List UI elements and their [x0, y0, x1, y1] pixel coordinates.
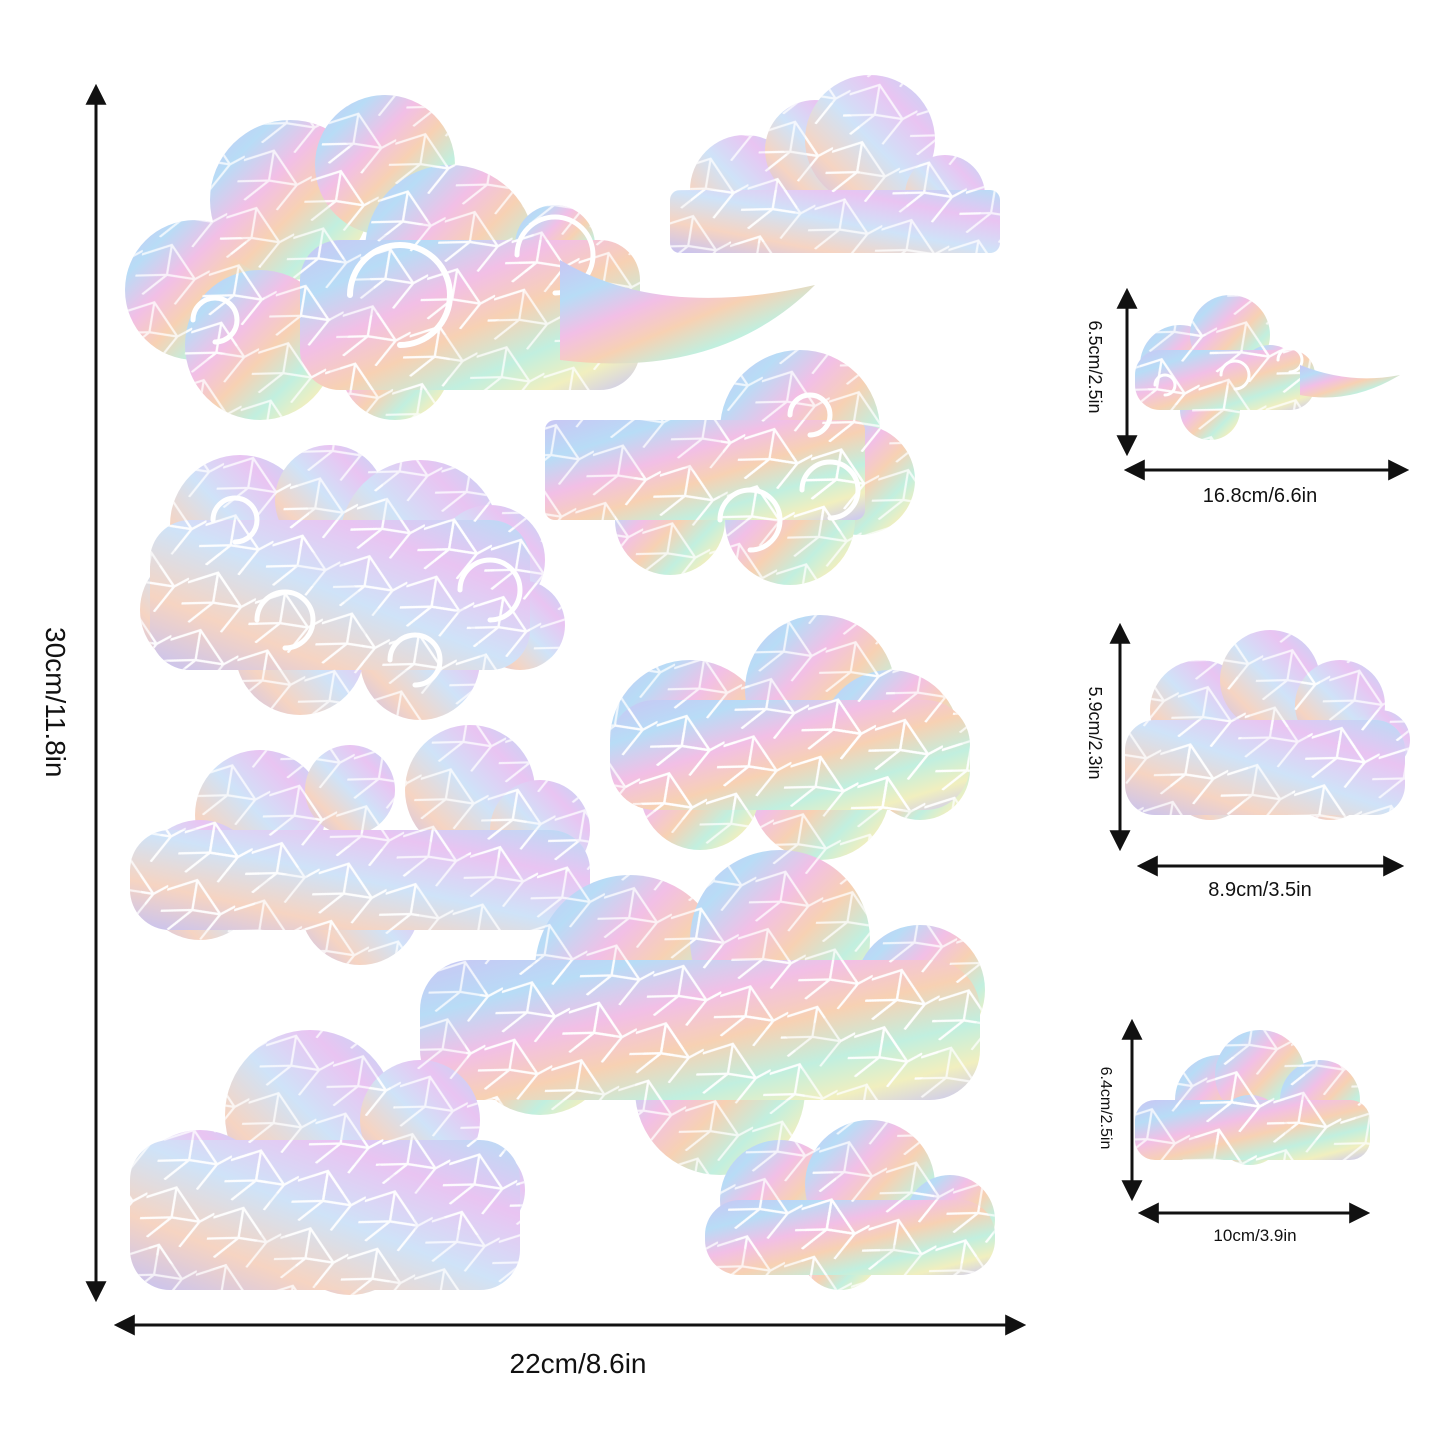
swirl-tail: [560, 260, 815, 364]
swirl-mark: [347, 242, 453, 348]
swirl-mark: [387, 632, 443, 688]
sample-2-height-label: 5.9cm/2.3in: [1085, 686, 1105, 780]
swirl-mark: [190, 295, 240, 345]
sample-3-height-label: 6.4cm/2.5in: [1097, 1066, 1114, 1150]
main-height-label: 30cm/11.8in: [40, 627, 71, 778]
cloud-sticker-bottom-left: [130, 1030, 525, 1295]
cloud-sticker-swirl-large: [125, 95, 640, 420]
swirl-tail-small: [1300, 365, 1400, 398]
cloud-sample-2: [1125, 630, 1410, 820]
swirl-mark: [799, 459, 861, 521]
sample-1-width-label: 16.8cm/6.6in: [1202, 485, 1318, 507]
swirl-mark: [254, 589, 316, 651]
cloud-sticker-bottom-small: [705, 1120, 995, 1290]
cloud-sticker-top-right: [670, 75, 1000, 253]
main-width-label: 22cm/8.6in: [509, 1348, 647, 1379]
swirl-mark: [1153, 373, 1177, 397]
sample-2-width-label: 8.9cm/3.5in: [1208, 879, 1312, 901]
sample-3-width-label: 10cm/3.9in: [1213, 1226, 1297, 1245]
sample-1-height-label: 6.5cm/2.5in: [1085, 320, 1105, 414]
cloud-sticker-large-center: [420, 850, 985, 1175]
cloud-sample-1-swirl: [1135, 295, 1315, 440]
swirl-mark: [1276, 346, 1304, 374]
swirl-mark: [210, 495, 260, 545]
swirl-mark: [717, 487, 783, 553]
cloud-sticker-swirl-medium: [545, 350, 915, 585]
cloud-sticker-swirl-left: [140, 445, 565, 720]
swirl-mark: [787, 392, 833, 438]
swirl-mark: [457, 557, 523, 623]
cloud-sample-3: [1135, 1030, 1370, 1165]
swirl-mark: [1219, 359, 1251, 391]
cloud-sticker-left-flat: [130, 725, 590, 965]
cloud-sticker-middle-right: [610, 615, 970, 860]
